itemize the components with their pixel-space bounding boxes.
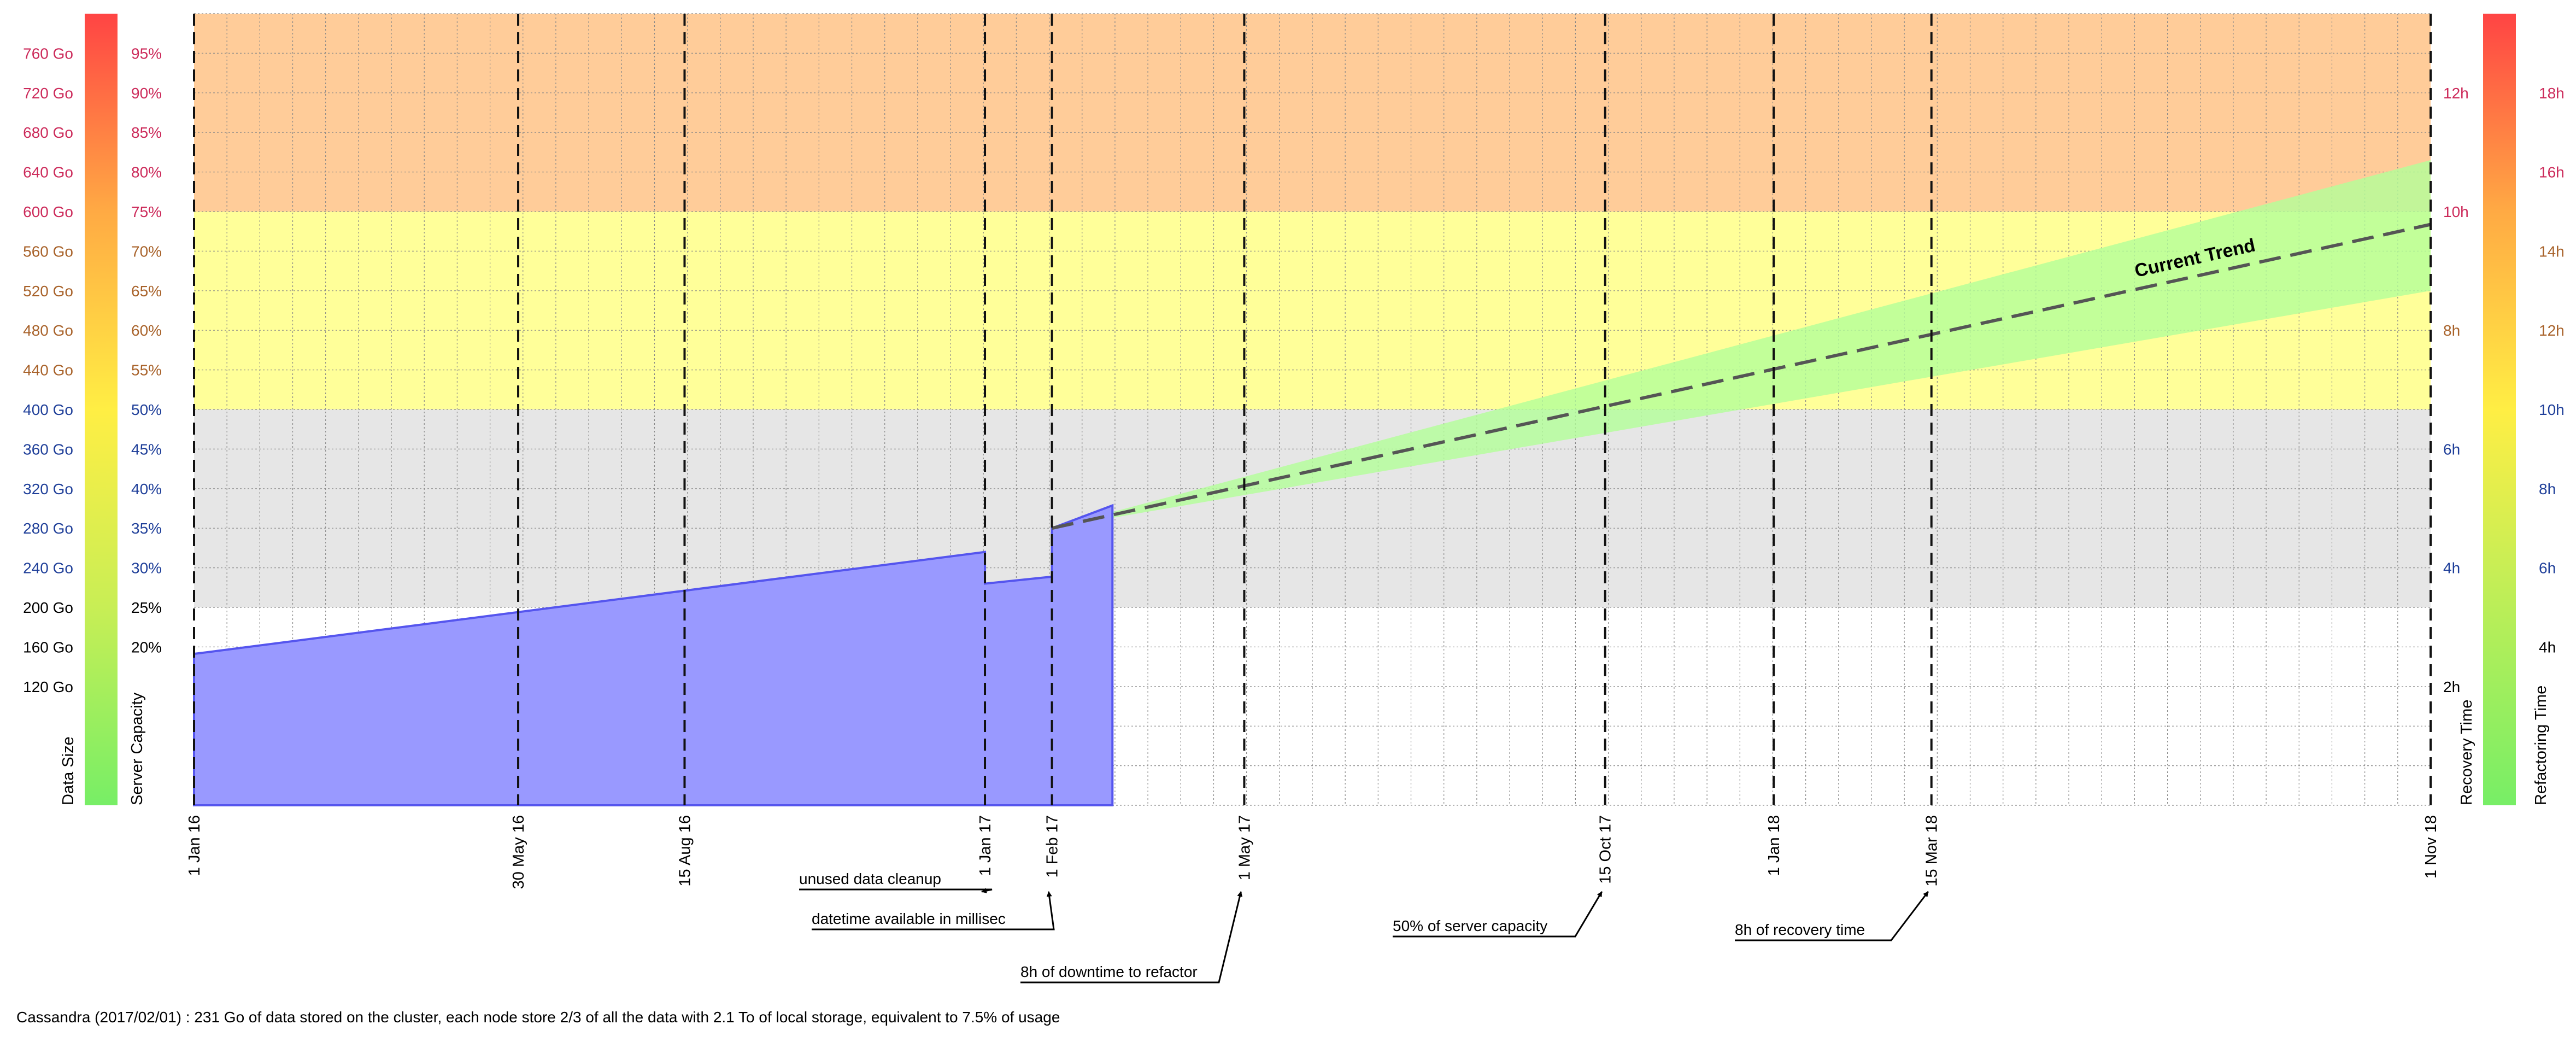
data-size-tick: 440 Go — [23, 362, 73, 379]
annotations: unused data cleanup datetime available in… — [799, 870, 1929, 984]
axis-title-data-size: Data Size — [60, 736, 77, 805]
data-size-tick: 240 Go — [23, 560, 73, 577]
trend-confidence-band — [1052, 160, 2431, 529]
x-tick-label: 1 Feb 17 — [1044, 815, 1061, 877]
recovery-time-tick: 12h — [2443, 85, 2469, 102]
left-axis-ticks: 760 Go 720 Go 680 Go 640 Go 600 Go 560 Go 520 … — [23, 45, 162, 695]
server-capacity-tick: 95% — [131, 45, 162, 62]
data-size-tick: 160 Go — [23, 639, 73, 655]
refactoring-time-tick: 14h — [2539, 243, 2565, 260]
axis-titles: Data Size Server Capacity Recovery Time Ref… — [60, 686, 2550, 805]
server-capacity-tick: 60% — [131, 322, 162, 339]
annotation-arrow — [1393, 891, 1603, 938]
x-axis-ticks: 1 Jan 16 30 May 16 15 Aug 16 1 Jan 17 1 Feb … — [186, 815, 2440, 889]
x-tick-label: 15 Aug 16 — [676, 815, 694, 887]
server-capacity-tick: 25% — [131, 599, 162, 616]
x-tick-label: 1 Jan 18 — [1765, 815, 1783, 876]
axis-title-refactoring-time: Refactoring Time — [2532, 686, 2550, 805]
data-size-tick: 680 Go — [23, 124, 73, 141]
annotation-text: datetime available in millisec — [812, 910, 1006, 927]
refactoring-time-tick: 12h — [2539, 322, 2565, 339]
server-capacity-tick: 50% — [131, 401, 162, 418]
recovery-time-tick: 8h — [2443, 322, 2460, 339]
recovery-time-tick: 2h — [2443, 678, 2460, 695]
server-capacity-tick: 55% — [131, 362, 162, 379]
refactoring-time-tick: 6h — [2539, 560, 2556, 577]
x-tick-label: 1 Jan 17 — [977, 815, 994, 876]
data-size-tick: 560 Go — [23, 243, 73, 260]
color-scales — [85, 14, 2516, 805]
annotation-text: unused data cleanup — [799, 870, 941, 887]
server-capacity-tick: 75% — [131, 203, 162, 220]
server-capacity-tick: 90% — [131, 85, 162, 102]
recovery-time-tick: 4h — [2443, 560, 2460, 577]
data-size-tick: 520 Go — [23, 283, 73, 300]
server-capacity-tick: 85% — [131, 124, 162, 141]
refactoring-time-tick: 4h — [2539, 639, 2556, 655]
annotation-arrow — [812, 891, 1055, 930]
data-size-tick: 320 Go — [23, 481, 73, 497]
trend-line — [1051, 223, 2431, 530]
data-size-tick: 720 Go — [23, 85, 73, 102]
axis-title-recovery-time: Recovery Time — [2458, 700, 2475, 805]
server-capacity-tick: 35% — [131, 520, 162, 537]
data-size-tick: 120 Go — [23, 678, 73, 695]
annotation-text: 50% of server capacity — [1393, 917, 1547, 934]
data-size-tick: 600 Go — [23, 203, 73, 220]
server-capacity-tick: 65% — [131, 283, 162, 300]
right-color-scale — [2483, 14, 2516, 805]
server-capacity-tick: 80% — [131, 164, 162, 181]
axis-title-server-capacity: Server Capacity — [128, 692, 146, 805]
x-tick-label: 30 May 16 — [510, 815, 527, 889]
data-size-tick: 400 Go — [23, 401, 73, 418]
recovery-time-tick: 10h — [2443, 203, 2469, 220]
recovery-time-tick: 6h — [2443, 441, 2460, 458]
data-size-tick: 760 Go — [23, 45, 73, 62]
annotation-text: 8h of downtime to refactor — [1020, 963, 1198, 980]
zone-danger — [194, 14, 2431, 212]
server-capacity-tick: 30% — [131, 560, 162, 577]
server-capacity-tick: 70% — [131, 243, 162, 260]
annotation-arrow — [1020, 891, 1243, 984]
left-color-scale — [85, 14, 118, 805]
refactoring-time-tick: 16h — [2539, 164, 2565, 181]
data-size-tick: 200 Go — [23, 599, 73, 616]
x-tick-label: 1 May 17 — [1236, 815, 1253, 880]
x-tick-label: 15 Mar 18 — [1923, 815, 1941, 887]
caption: Cassandra (2017/02/01) : 231 Go of data … — [16, 1009, 1060, 1026]
server-capacity-tick: 45% — [131, 441, 162, 458]
data-size-tick: 640 Go — [23, 164, 73, 181]
milestone-lines — [193, 14, 2432, 805]
x-tick-label: 1 Nov 18 — [2422, 815, 2440, 879]
annotation-arrow — [799, 888, 993, 894]
refactoring-time-tick: 18h — [2539, 85, 2565, 102]
x-tick-label: 1 Jan 16 — [186, 815, 203, 876]
data-size-tick: 280 Go — [23, 520, 73, 537]
data-size-tick: 360 Go — [23, 441, 73, 458]
data-size-tick: 480 Go — [23, 322, 73, 339]
x-tick-label: 15 Oct 17 — [1597, 815, 1615, 884]
refactoring-time-tick: 8h — [2539, 481, 2556, 497]
annotation-text: 8h of recovery time — [1735, 921, 1865, 938]
server-capacity-tick: 40% — [131, 481, 162, 497]
annotation-arrow — [1735, 891, 1929, 941]
refactoring-time-tick: 10h — [2539, 401, 2565, 418]
trend-band — [1052, 160, 2431, 529]
right-axis-ticks: 12h 10h 8h 6h 4h 2h 18h 16h 14h 12h 10h 8h 6h 4h — [2443, 85, 2565, 695]
server-capacity-tick: 20% — [131, 639, 162, 655]
